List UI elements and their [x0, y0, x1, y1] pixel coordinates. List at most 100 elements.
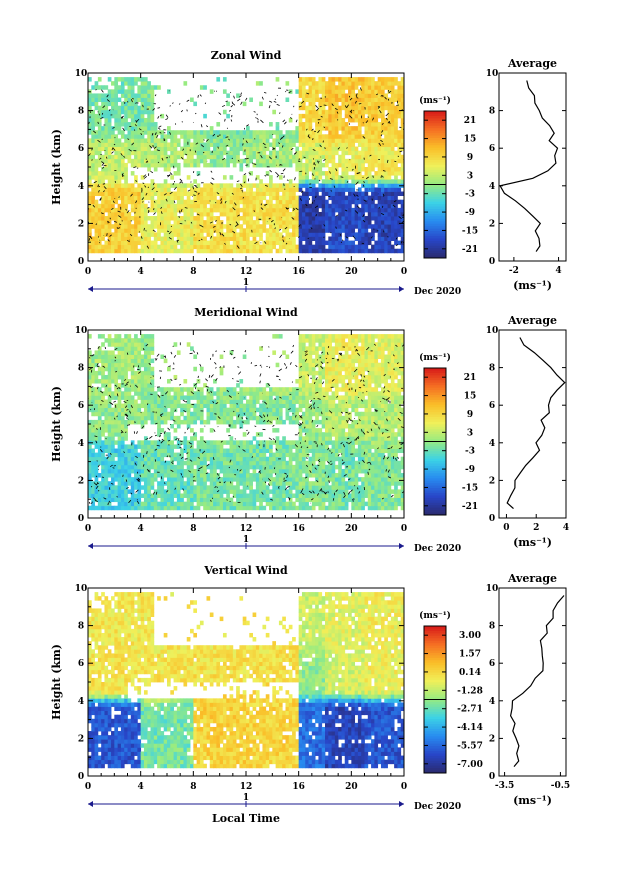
heatmap-cell — [140, 150, 145, 156]
heatmap-cell — [262, 207, 267, 213]
heatmap-cell — [348, 130, 352, 135]
heatmap-cell — [292, 187, 296, 192]
heatmap-cell — [394, 195, 398, 201]
heatmap-cell — [344, 81, 349, 86]
heatmap-cell — [219, 240, 224, 246]
heatmap-cell — [150, 419, 155, 425]
contour-segment — [179, 178, 183, 182]
heatmap-cell — [301, 171, 306, 176]
heatmap-cell — [394, 117, 398, 123]
heatmap-cell — [357, 158, 362, 164]
heatmap-cell — [124, 154, 128, 160]
contour-segment — [335, 226, 337, 229]
heatmap-cell — [367, 216, 372, 221]
heatmap-cell — [222, 142, 227, 147]
contour-segment — [190, 221, 193, 224]
heatmap-cell — [255, 195, 260, 201]
heatmap-cell — [226, 138, 230, 143]
heatmap-cell — [278, 195, 283, 201]
heatmap-cell — [272, 158, 277, 164]
heatmap-cell — [246, 183, 250, 188]
heatmap-cell — [371, 236, 375, 241]
heatmap-cell — [338, 105, 342, 111]
contour-segment — [281, 135, 285, 139]
heatmap-cell — [308, 85, 313, 90]
heatmap-cell — [153, 126, 158, 131]
contour-segment — [298, 105, 302, 108]
heatmap-cell — [94, 220, 99, 225]
heatmap-cell — [374, 89, 379, 94]
profile-y-tick-label: 0 — [489, 257, 495, 267]
heatmap-cell — [236, 187, 240, 192]
heatmap-cell — [157, 236, 161, 241]
heatmap-cell — [91, 432, 95, 437]
heatmap-cell — [242, 175, 247, 180]
heatmap-cell — [176, 248, 181, 254]
heatmap-cell — [209, 142, 214, 147]
colorbar-step — [424, 211, 446, 215]
heatmap-cell — [390, 105, 395, 111]
heatmap-cell — [400, 105, 404, 111]
contour-segment — [168, 90, 170, 92]
heatmap-cell — [229, 158, 234, 164]
heatmap-cell — [137, 195, 142, 201]
heatmap-cell — [186, 399, 191, 404]
heatmap-cell — [341, 101, 346, 107]
heatmap-cell — [143, 497, 148, 503]
heatmap-cell — [117, 370, 122, 376]
heatmap-cell — [97, 248, 102, 254]
contour-segment — [225, 100, 228, 102]
heatmap-cell — [249, 171, 253, 176]
heatmap-cell — [315, 220, 319, 225]
heatmap-cell — [94, 113, 99, 119]
heatmap-cell — [160, 481, 165, 486]
heatmap-cell — [249, 248, 253, 254]
heatmap-cell — [124, 101, 128, 107]
heatmap-cell — [331, 154, 336, 160]
heatmap-cell — [160, 415, 165, 421]
heatmap-cell — [127, 158, 132, 164]
heatmap-cell — [170, 477, 174, 482]
contour-segment — [280, 164, 283, 166]
heatmap-cell — [150, 130, 155, 135]
heatmap-cell — [308, 105, 313, 111]
heatmap-cell — [150, 391, 155, 396]
heatmap-cell — [137, 501, 142, 507]
heatmap-cell — [272, 232, 277, 237]
heatmap-cell — [216, 203, 221, 209]
heatmap-cell — [193, 216, 198, 221]
heatmap-cell — [104, 460, 109, 466]
heatmap-cell — [101, 211, 105, 217]
heatmap-cell — [275, 138, 280, 143]
contour-segment — [244, 158, 247, 160]
heatmap-cell — [397, 224, 402, 229]
heatmap-cell — [361, 85, 365, 90]
heatmap-cell — [107, 97, 112, 103]
heatmap-cell — [305, 81, 309, 86]
heatmap-cell — [371, 130, 375, 135]
heatmap-cell — [226, 101, 230, 107]
heatmap-cell — [318, 130, 323, 135]
heatmap-cell — [173, 391, 178, 396]
heatmap-cell — [232, 236, 237, 241]
heatmap-cell — [265, 216, 270, 221]
heatmap-cell — [127, 395, 132, 400]
heatmap-cell — [127, 122, 132, 127]
contour-segment — [282, 119, 286, 123]
heatmap-cell — [117, 489, 122, 494]
heatmap-cell — [150, 374, 155, 380]
heatmap-cell — [308, 93, 313, 98]
heatmap-cell — [147, 358, 151, 364]
contour-segment — [323, 126, 326, 129]
heatmap-cell — [101, 207, 105, 213]
heatmap-cell — [104, 350, 109, 355]
heatmap-cell — [390, 101, 395, 107]
heatmap-cell — [173, 501, 178, 507]
heatmap-cell — [101, 232, 105, 237]
heatmap-cell — [216, 216, 221, 221]
heatmap-cell — [170, 183, 174, 188]
heatmap-cell — [97, 411, 102, 417]
heatmap-cell — [394, 109, 398, 115]
heatmap-cell — [160, 403, 165, 409]
heatmap-cell — [377, 175, 382, 180]
